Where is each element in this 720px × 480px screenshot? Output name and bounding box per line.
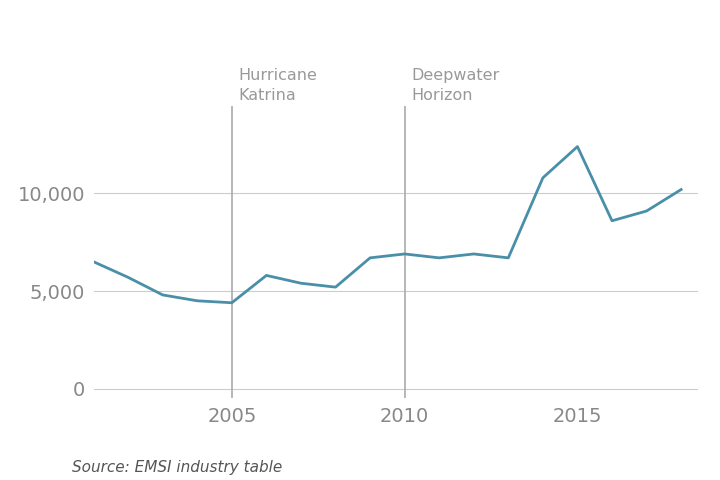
Text: Source: EMSI industry table: Source: EMSI industry table [72,460,282,475]
Text: Deepwater
Horizon: Deepwater Horizon [412,68,500,103]
Text: Hurricane
Katrina: Hurricane Katrina [239,68,318,103]
